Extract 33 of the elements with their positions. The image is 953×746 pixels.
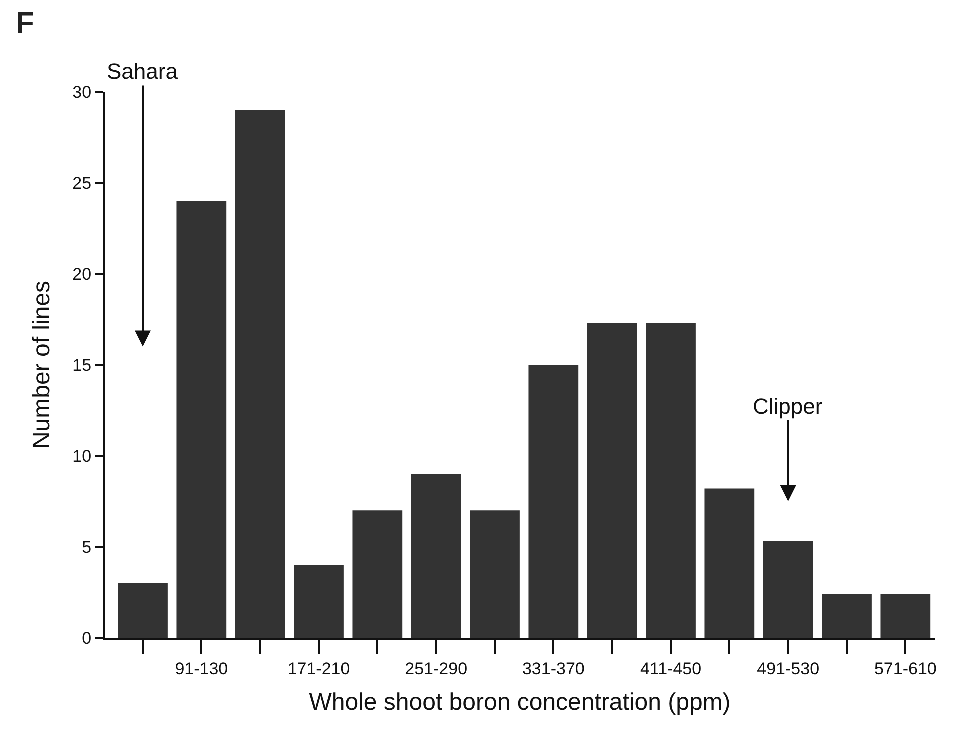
- x-axis-title: Whole shoot boron concentration (ppm): [309, 689, 731, 716]
- bar: [411, 474, 462, 638]
- x-tick-label: 91-130: [175, 659, 228, 678]
- x-tick-label: 331-370: [522, 659, 585, 678]
- y-tick-label: 0: [82, 628, 92, 648]
- text: F: [16, 7, 34, 40]
- y-tick-label: 5: [82, 538, 92, 557]
- bar: [763, 542, 814, 638]
- bar: [176, 201, 227, 638]
- y-axis-title: Number of lines: [28, 280, 56, 450]
- text: Sahara: [107, 59, 179, 84]
- x-tick-label: 491-530: [757, 659, 820, 678]
- bar: [587, 323, 638, 638]
- x-tick-label: 251-290: [405, 659, 468, 678]
- bar: [880, 594, 931, 638]
- x-tick-label: 571-610: [874, 659, 937, 678]
- y-tick-label: 15: [72, 356, 92, 375]
- bar: [704, 488, 755, 638]
- bar: [294, 565, 344, 638]
- bar: [118, 583, 168, 638]
- bar: [822, 594, 872, 638]
- bar: [646, 323, 696, 638]
- x-tick-label: 411-450: [640, 659, 702, 678]
- annotation: Clipper: [753, 394, 823, 419]
- bar: [528, 365, 579, 638]
- bar: [235, 110, 286, 638]
- y-tick-label: 25: [72, 174, 92, 193]
- y-tick-label: 20: [72, 264, 92, 284]
- bar: [352, 510, 403, 638]
- y-tick-label: 30: [72, 82, 92, 102]
- y-tick-label: 10: [72, 446, 92, 466]
- bar: [470, 510, 520, 638]
- x-tick-label: 171-210: [288, 659, 350, 678]
